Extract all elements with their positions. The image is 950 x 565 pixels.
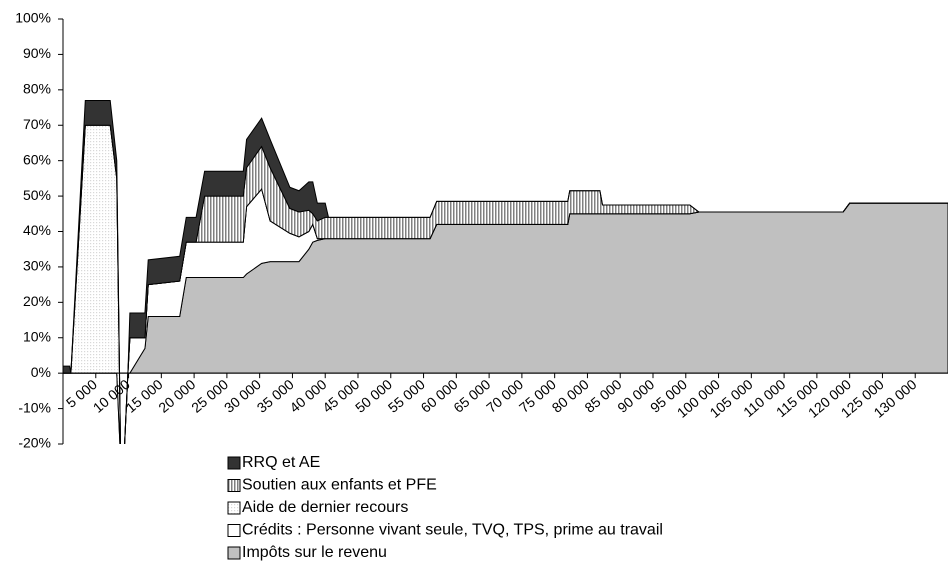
y-tick-label: 0% bbox=[31, 364, 51, 380]
y-tick-label: -10% bbox=[18, 399, 51, 415]
legend-swatch bbox=[227, 479, 241, 492]
y-tick-label: 60% bbox=[23, 151, 51, 167]
y-tick-label: -20% bbox=[18, 435, 51, 451]
y-tick-label: 70% bbox=[23, 116, 51, 132]
y-tick-label: 100% bbox=[15, 10, 51, 26]
y-tick-label: 40% bbox=[23, 222, 51, 238]
legend-swatch bbox=[227, 501, 241, 515]
legend-label: Soutien aux enfants et PFE bbox=[242, 477, 437, 494]
y-tick-label: 30% bbox=[23, 258, 51, 274]
plot-area bbox=[63, 99, 948, 444]
legend-label: Aide de dernier recours bbox=[242, 499, 408, 516]
y-tick-label: 90% bbox=[23, 45, 51, 61]
legend-swatch bbox=[227, 456, 241, 470]
y-tick-label: 50% bbox=[23, 187, 51, 203]
legend-label: Crédits : Personne vivant seule, TVQ, TP… bbox=[242, 522, 663, 539]
y-tick-label: 20% bbox=[23, 293, 51, 309]
y-tick-label: 80% bbox=[23, 81, 51, 97]
y-tick-label: 10% bbox=[23, 328, 51, 344]
legend-swatch bbox=[227, 546, 241, 560]
legend-swatch bbox=[227, 524, 241, 537]
area bbox=[63, 99, 948, 444]
legend-label: RRQ et AE bbox=[242, 454, 320, 471]
legend-label: Impôts sur le revenu bbox=[242, 544, 387, 561]
